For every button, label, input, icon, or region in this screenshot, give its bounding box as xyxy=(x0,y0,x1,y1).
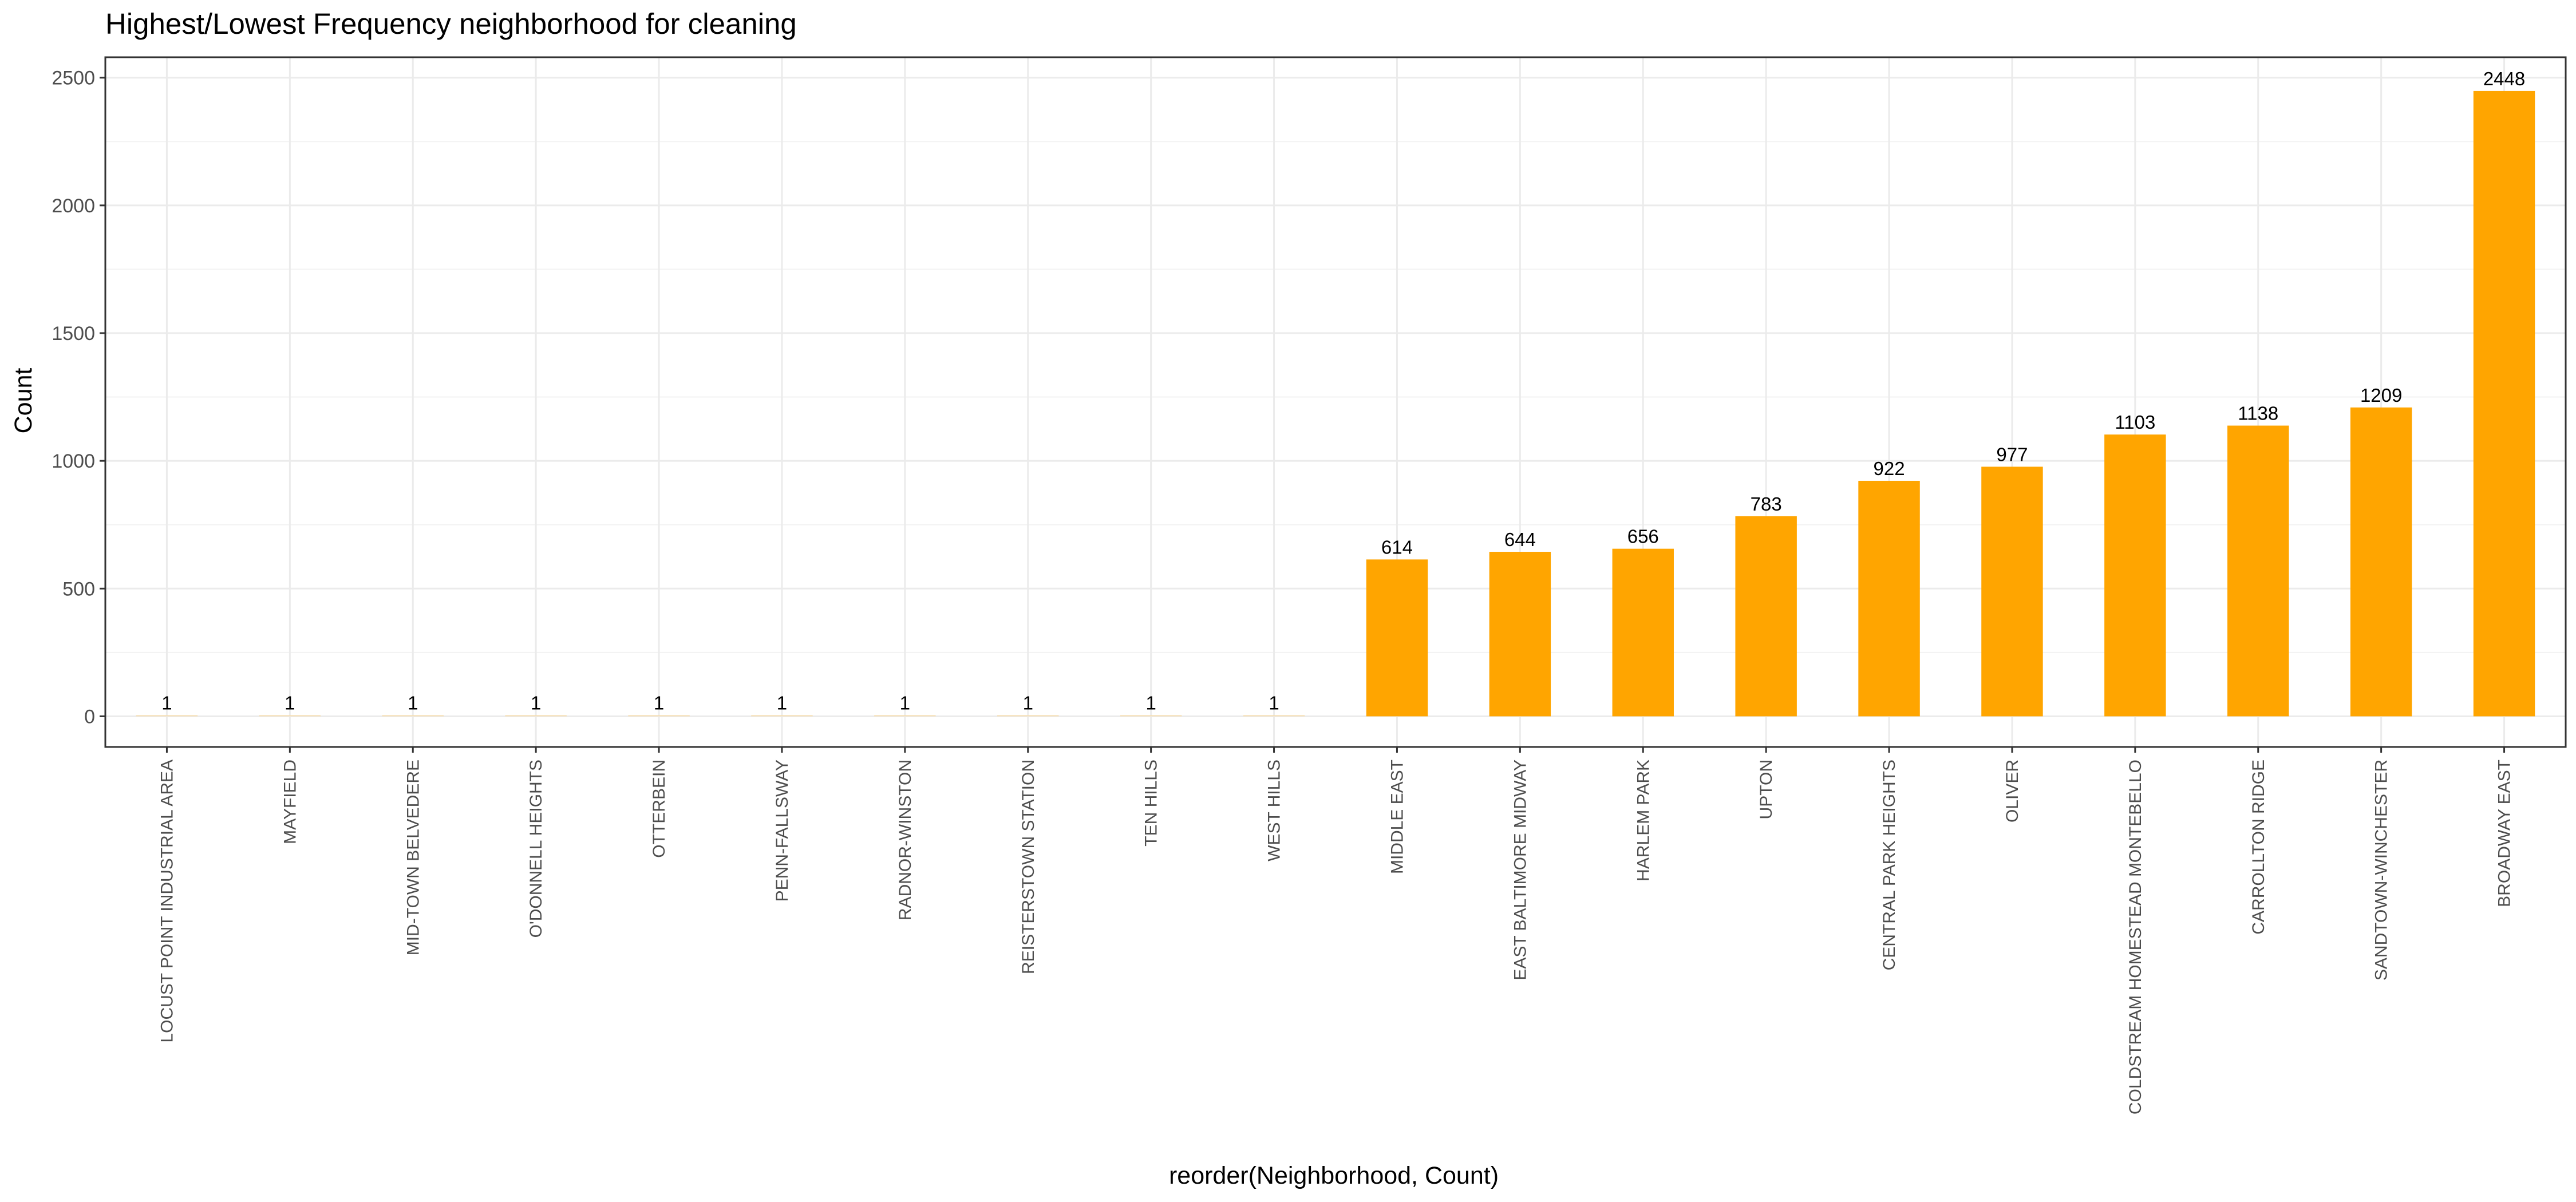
y-tick-label: 2000 xyxy=(52,195,95,217)
x-tick-label: MAYFIELD xyxy=(280,760,299,844)
x-tick-label: O'DONNELL HEIGHTS xyxy=(527,760,546,938)
x-tick-label: MIDDLE EAST xyxy=(1388,760,1406,874)
bar xyxy=(136,715,198,717)
bar-value-label: 977 xyxy=(1996,444,2028,465)
bar xyxy=(1120,715,1182,717)
bar-value-label: 1 xyxy=(408,692,418,713)
x-tick-label: LOCUST POINT INDUSTRIAL AREA xyxy=(157,760,176,1043)
bar xyxy=(505,715,567,717)
bar-value-label: 1 xyxy=(654,692,664,713)
x-tick-label: PENN-FALLSWAY xyxy=(773,760,792,902)
bar xyxy=(2227,425,2289,717)
bar-value-label: 1103 xyxy=(2115,412,2155,433)
bar xyxy=(1366,559,1428,717)
bar xyxy=(1858,480,1920,717)
bar xyxy=(1243,715,1305,717)
bar xyxy=(1981,466,2043,717)
bars xyxy=(136,90,2535,717)
bar-value-label: 922 xyxy=(1874,458,1905,479)
bar xyxy=(259,715,321,717)
x-tick-label: COLDSTREAM HOMESTEAD MONTEBELLO xyxy=(2126,760,2145,1114)
bar-labels: 1 1 1 1 1 1 1 1 1 1 614 644 656 783 922 977 1103 1138 1209… xyxy=(161,68,2525,714)
bar xyxy=(382,715,444,717)
bar-value-label: 1 xyxy=(285,692,295,713)
y-tick-label: 0 xyxy=(84,706,95,727)
bar xyxy=(2473,90,2535,717)
bar xyxy=(1735,516,1797,717)
x-tick-label: EAST BALTIMORE MIDWAY xyxy=(1511,760,1530,980)
x-tick-label: UPTON xyxy=(1757,760,1776,819)
bar xyxy=(1612,548,1674,717)
x-axis: LOCUST POINT INDUSTRIAL AREA MAYFIELD MID-… xyxy=(157,747,2514,1114)
bar xyxy=(874,715,936,717)
bar-value-label: 656 xyxy=(1627,526,1659,547)
bar xyxy=(2350,407,2412,717)
bar xyxy=(997,715,1059,717)
bar-value-label: 1 xyxy=(161,692,172,713)
x-tick-label: WEST HILLS xyxy=(1265,760,1284,861)
x-tick-label: CENTRAL PARK HEIGHTS xyxy=(1880,760,1899,970)
x-tick-label: BROADWAY EAST xyxy=(2495,760,2514,907)
y-axis: 0 500 1000 1500 2000 2500 xyxy=(52,68,105,727)
bar-value-label: 614 xyxy=(1381,536,1413,557)
bar-value-label: 1 xyxy=(531,692,541,713)
grid xyxy=(105,57,2566,747)
bar xyxy=(2104,434,2166,717)
bar-value-label: 1 xyxy=(777,692,787,713)
y-tick-label: 1500 xyxy=(52,323,95,345)
y-tick-label: 500 xyxy=(62,578,95,600)
bar-value-label: 1138 xyxy=(2238,403,2278,424)
bar-value-label: 1209 xyxy=(2360,385,2402,406)
y-tick-label: 1000 xyxy=(52,450,95,472)
bar-value-label: 1 xyxy=(1145,692,1156,713)
x-tick-label: MID-TOWN BELVEDERE xyxy=(404,760,422,955)
y-axis-title: Count xyxy=(10,368,37,434)
x-tick-label: RADNOR-WINSTON xyxy=(896,760,915,920)
x-tick-label: OTTERBEIN xyxy=(650,760,669,858)
bar xyxy=(628,715,690,717)
x-tick-label: CARROLLTON RIDGE xyxy=(2249,760,2268,935)
bar xyxy=(751,715,813,717)
bar-value-label: 1 xyxy=(1269,692,1279,713)
bar-value-label: 1 xyxy=(900,692,910,713)
bar-value-label: 1 xyxy=(1023,692,1033,713)
x-tick-label: SANDTOWN-WINCHESTER xyxy=(2372,760,2391,980)
x-axis-title: reorder(Neighborhood, Count) xyxy=(1169,1162,1499,1189)
x-tick-label: OLIVER xyxy=(2003,760,2022,823)
x-tick-label: REISTERSTOWN STATION xyxy=(1019,760,1038,974)
panel-border xyxy=(104,56,2567,748)
y-tick-label: 2500 xyxy=(52,68,95,89)
x-tick-label: TEN HILLS xyxy=(1142,760,1161,847)
bar-value-label: 2448 xyxy=(2483,68,2525,89)
bar xyxy=(1489,552,1551,717)
x-tick-label: HARLEM PARK xyxy=(1634,760,1653,881)
bar-value-label: 783 xyxy=(1751,493,1782,515)
bar-value-label: 644 xyxy=(1504,529,1536,550)
chart-title: Highest/Lowest Frequency neighborhood fo… xyxy=(105,7,797,40)
